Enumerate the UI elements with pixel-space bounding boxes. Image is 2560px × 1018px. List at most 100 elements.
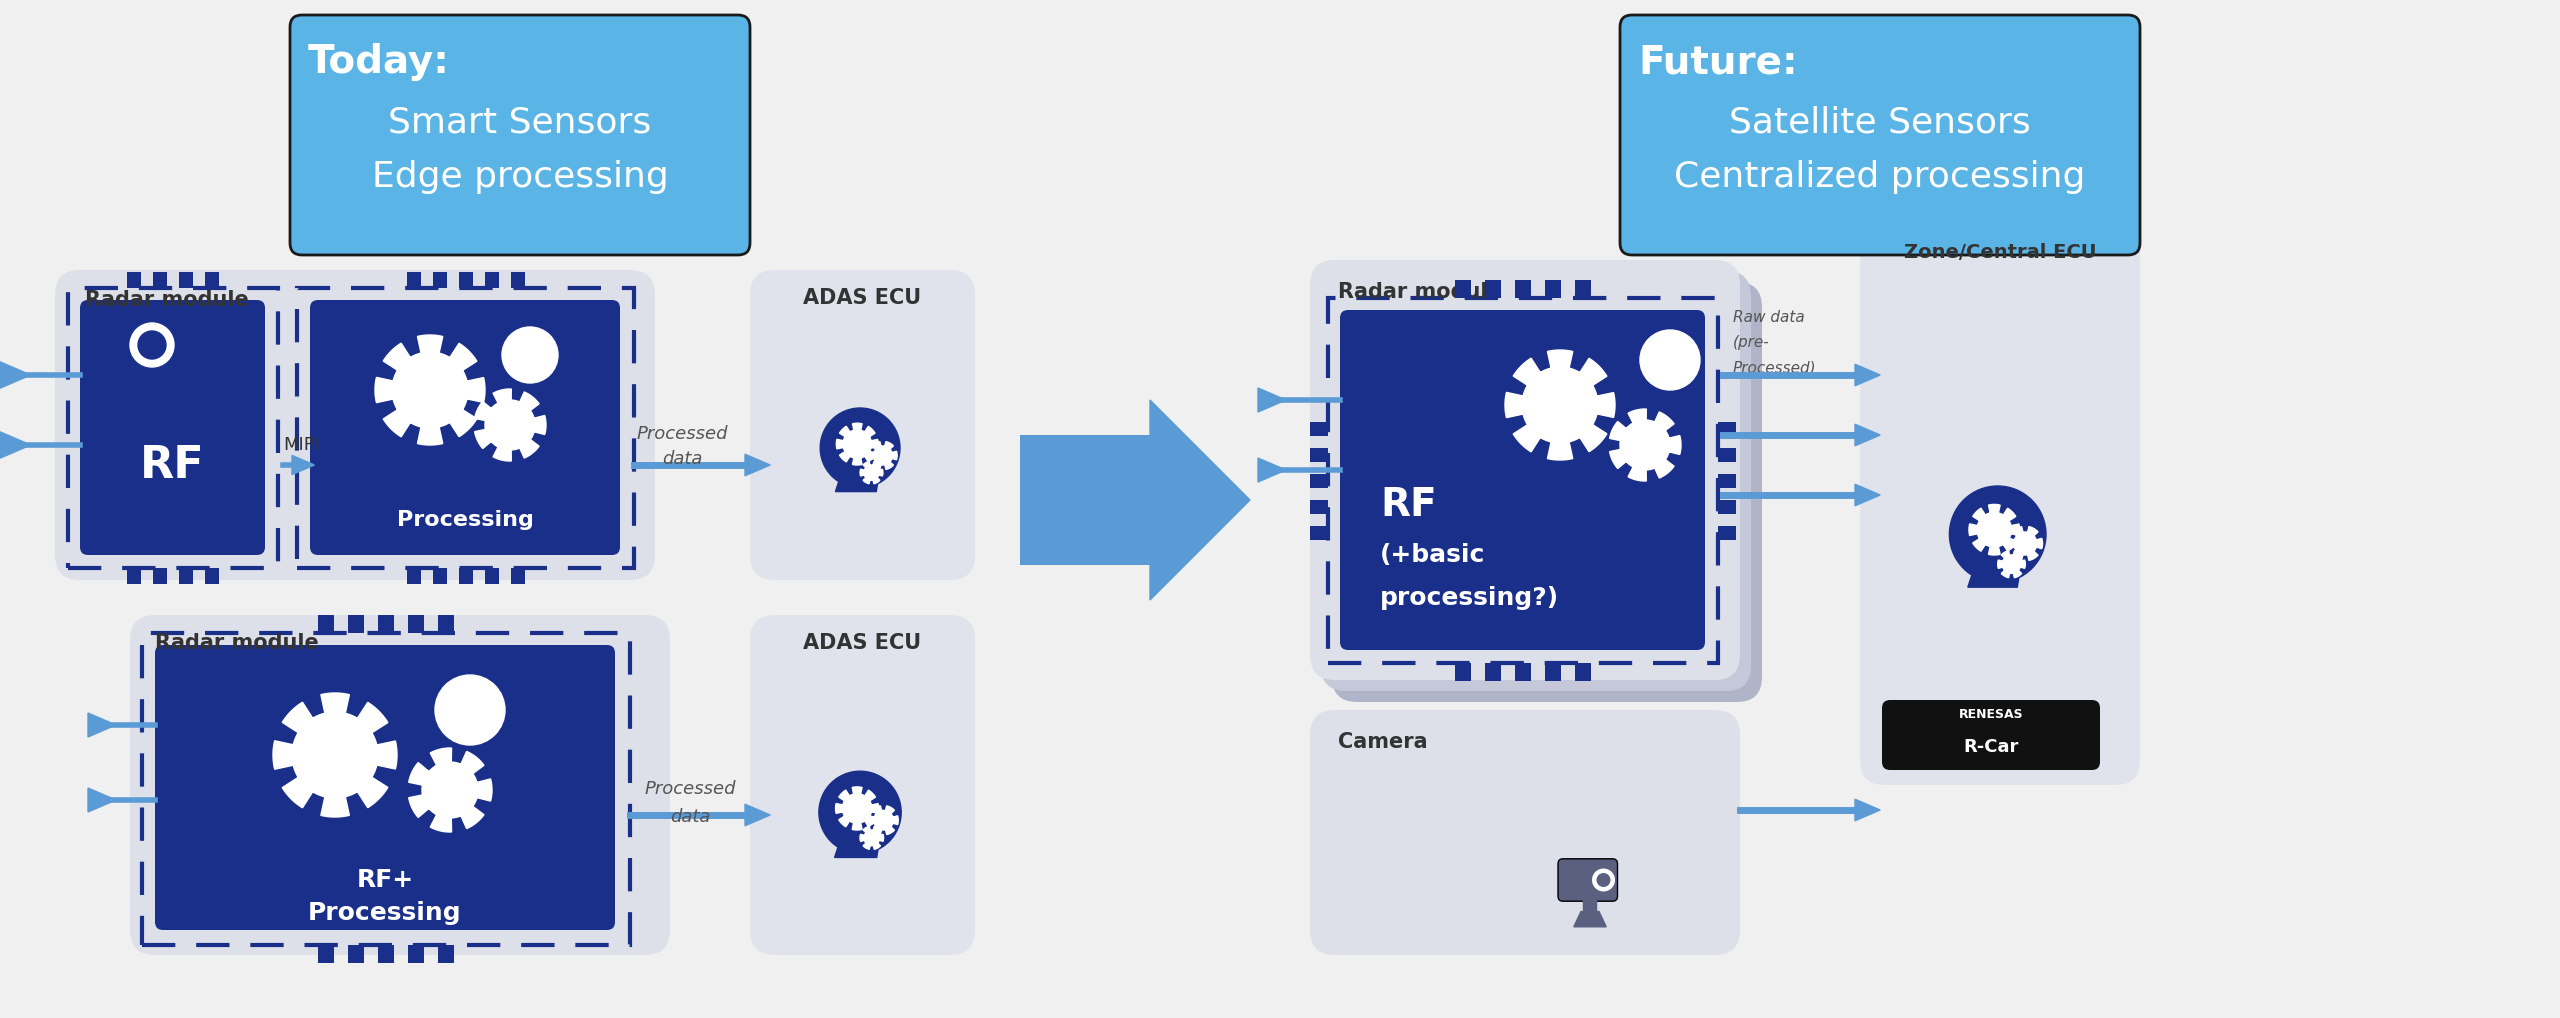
Bar	[458, 568, 474, 584]
Text: Radar module: Radar module	[84, 290, 248, 310]
Text: Edge processing: Edge processing	[371, 160, 668, 194]
Polygon shape	[868, 442, 896, 469]
FancyBboxPatch shape	[289, 15, 750, 254]
Circle shape	[2007, 560, 2017, 569]
Bar	[205, 272, 220, 288]
Bar	[407, 945, 425, 963]
Polygon shape	[1856, 364, 1879, 386]
Polygon shape	[1149, 400, 1249, 600]
Bar	[1718, 473, 1736, 488]
Polygon shape	[745, 454, 771, 475]
Bar	[154, 568, 166, 584]
Text: RENESAS: RENESAS	[1958, 708, 2022, 721]
Text: R-Car: R-Car	[1964, 738, 2020, 756]
Bar	[1574, 280, 1590, 298]
Polygon shape	[0, 361, 31, 388]
Bar	[1718, 421, 1736, 436]
Bar	[1311, 473, 1329, 488]
Text: RF: RF	[1380, 486, 1436, 524]
Bar	[1718, 500, 1736, 513]
FancyBboxPatch shape	[1620, 15, 2140, 254]
Circle shape	[435, 675, 504, 745]
Bar	[1485, 280, 1500, 298]
Polygon shape	[1856, 485, 1879, 506]
Bar	[1582, 895, 1597, 911]
Polygon shape	[1257, 458, 1285, 482]
Text: (+basic: (+basic	[1380, 543, 1485, 567]
Polygon shape	[87, 788, 115, 812]
Polygon shape	[835, 787, 878, 830]
Bar	[297, 288, 635, 568]
FancyBboxPatch shape	[310, 300, 620, 555]
Bar	[407, 568, 420, 584]
FancyBboxPatch shape	[1321, 271, 1751, 691]
Bar	[1329, 298, 1718, 663]
Bar	[438, 945, 453, 963]
Bar	[205, 568, 220, 584]
Circle shape	[850, 801, 865, 815]
Bar	[141, 633, 630, 945]
Bar	[179, 568, 192, 584]
Bar	[407, 272, 420, 288]
FancyBboxPatch shape	[1882, 700, 2099, 770]
Polygon shape	[1997, 551, 2025, 577]
Bar	[433, 272, 445, 288]
Text: MIPI: MIPI	[284, 436, 320, 454]
Bar	[1546, 663, 1562, 681]
Circle shape	[497, 412, 522, 438]
Bar	[509, 272, 525, 288]
Text: RF+: RF+	[356, 868, 415, 892]
Text: data: data	[663, 450, 701, 468]
Bar	[1574, 663, 1590, 681]
Bar	[128, 568, 141, 584]
Polygon shape	[0, 432, 31, 458]
Polygon shape	[1505, 350, 1615, 460]
Bar	[458, 272, 474, 288]
Bar	[1454, 280, 1472, 298]
Bar	[128, 272, 141, 288]
FancyBboxPatch shape	[54, 270, 655, 580]
Text: Processing: Processing	[307, 901, 461, 925]
Circle shape	[435, 776, 463, 804]
Bar	[379, 945, 394, 963]
Bar	[1454, 663, 1472, 681]
Polygon shape	[837, 423, 878, 465]
Bar	[484, 568, 499, 584]
Text: RF: RF	[141, 444, 205, 487]
Circle shape	[1592, 869, 1615, 891]
Polygon shape	[474, 389, 545, 461]
Circle shape	[412, 371, 448, 409]
Text: Processed: Processed	[645, 780, 735, 798]
Bar	[509, 568, 525, 584]
Text: Raw data: Raw data	[1733, 310, 1805, 325]
Polygon shape	[1856, 425, 1879, 446]
Polygon shape	[860, 827, 883, 849]
Polygon shape	[835, 840, 881, 857]
Circle shape	[1948, 486, 2045, 582]
Polygon shape	[374, 335, 484, 445]
Polygon shape	[1610, 409, 1682, 480]
Text: Zone/Central ECU: Zone/Central ECU	[1905, 243, 2097, 262]
Text: ADAS ECU: ADAS ECU	[804, 288, 922, 308]
Circle shape	[312, 734, 356, 777]
Circle shape	[502, 327, 558, 383]
Circle shape	[1541, 386, 1580, 425]
Polygon shape	[1969, 504, 2020, 555]
FancyBboxPatch shape	[156, 645, 614, 930]
Bar	[1311, 500, 1329, 513]
Bar	[1311, 421, 1329, 436]
FancyBboxPatch shape	[750, 270, 975, 580]
Bar	[1546, 280, 1562, 298]
Circle shape	[878, 451, 888, 460]
Polygon shape	[292, 455, 315, 474]
FancyBboxPatch shape	[750, 615, 975, 955]
Polygon shape	[410, 748, 492, 832]
Text: Satellite Sensors: Satellite Sensors	[1728, 105, 2030, 139]
Polygon shape	[868, 806, 899, 835]
Bar	[438, 615, 453, 633]
Polygon shape	[745, 804, 771, 826]
Bar	[433, 568, 445, 584]
Polygon shape	[1257, 388, 1285, 412]
Text: Future:: Future:	[1638, 43, 1797, 81]
Polygon shape	[87, 713, 115, 737]
